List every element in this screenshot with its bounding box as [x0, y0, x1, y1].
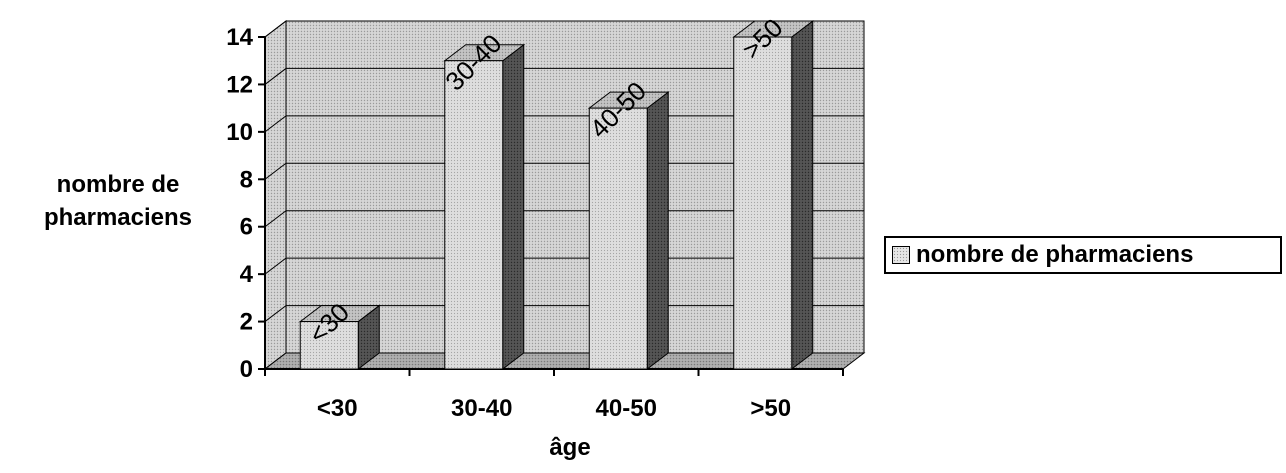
gridline	[264, 162, 864, 180]
bar	[732, 19, 815, 371]
bar-side	[502, 43, 525, 371]
gridline	[264, 20, 864, 38]
gridline	[264, 67, 864, 85]
legend: nombre de pharmaciens	[884, 236, 1282, 274]
x-tick-label: 30-40	[451, 395, 512, 422]
gridline	[264, 210, 864, 228]
y-tick-label: 6	[240, 214, 253, 241]
y-tick-label: 8	[240, 166, 253, 193]
y-tick-label: 14	[226, 24, 253, 51]
y-axis-title: nombre de pharmaciens	[0, 168, 236, 234]
y-tick-label: 2	[240, 309, 253, 336]
gridline	[264, 115, 864, 133]
y-axis-title-line1: nombre de	[56, 171, 180, 198]
x-axis-title: âge	[549, 434, 591, 461]
y-tick-label: 0	[240, 356, 253, 383]
bar-front	[588, 107, 648, 370]
side-wall	[264, 19, 287, 371]
bar-side	[646, 91, 669, 371]
legend-swatch	[892, 246, 910, 264]
legend-label: nombre de pharmaciens	[916, 241, 1194, 268]
x-tick-label: <30	[317, 395, 358, 422]
gridlines	[264, 20, 864, 370]
bar-front	[299, 321, 359, 370]
bar-front	[733, 36, 793, 370]
bar-front	[444, 60, 504, 370]
y-tick-label: 10	[226, 119, 253, 146]
axes: 0 2 4 6 8 10 12 14 <30 30-40 40-50 >50	[226, 24, 844, 422]
bar-side	[791, 19, 814, 371]
x-tick-label: 40-50	[596, 395, 657, 422]
bar	[298, 304, 381, 371]
bars	[298, 19, 815, 371]
x-tick-label: >50	[750, 395, 791, 422]
gridline	[264, 257, 864, 275]
gridline	[264, 305, 864, 322]
bar	[443, 43, 526, 371]
bar	[587, 91, 670, 371]
y-tick-label: 4	[240, 261, 254, 288]
y-tick-label: 12	[226, 71, 253, 98]
y-axis-title-line2: pharmaciens	[43, 204, 193, 231]
